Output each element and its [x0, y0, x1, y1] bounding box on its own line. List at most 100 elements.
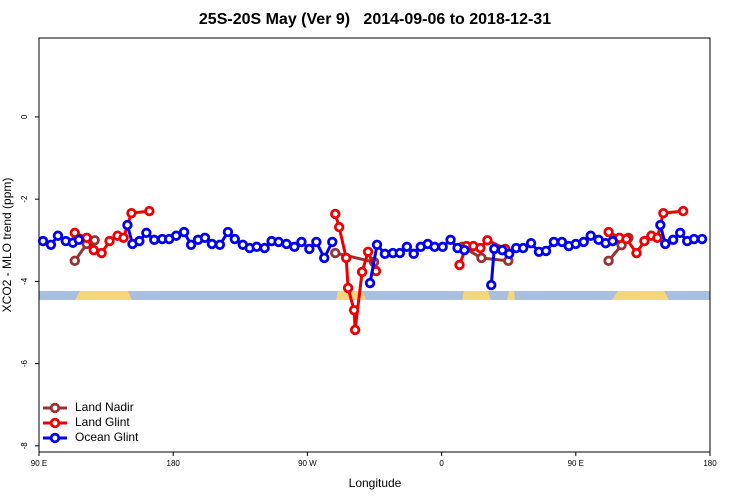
point: [677, 205, 689, 217]
point: [333, 221, 345, 233]
point: [639, 235, 650, 247]
point: [503, 248, 515, 260]
point: [655, 219, 666, 231]
point: [696, 233, 708, 245]
point: [652, 232, 663, 244]
point: [394, 247, 406, 259]
x-tick-label: 180: [167, 459, 181, 468]
land-patch: [75, 291, 132, 300]
point: [88, 244, 99, 256]
point: [319, 252, 330, 264]
point: [104, 235, 115, 247]
point: [349, 324, 361, 336]
point: [259, 242, 270, 254]
y-tick-label: 0: [20, 114, 29, 119]
chart-title: 25S-20S May (Ver 9) 2014-09-06 to 2018-1…: [199, 11, 551, 28]
x-axis-label: Longitude: [349, 476, 402, 490]
point: [126, 207, 137, 219]
point: [69, 255, 80, 267]
point: [330, 208, 341, 220]
legend-label: Land Nadir: [75, 400, 134, 414]
point: [401, 241, 413, 253]
point: [517, 242, 529, 254]
point: [273, 236, 284, 248]
point: [429, 241, 440, 253]
point: [489, 243, 500, 255]
point: [222, 226, 234, 238]
point: [631, 247, 642, 259]
point: [603, 226, 614, 238]
point: [437, 241, 448, 253]
point: [304, 243, 315, 255]
y-tick-label: -8: [20, 442, 29, 450]
point: [660, 238, 671, 250]
point: [289, 241, 300, 253]
point: [658, 207, 669, 219]
point: [118, 232, 129, 244]
point: [340, 252, 352, 264]
point: [356, 266, 368, 278]
point: [621, 233, 632, 245]
point: [362, 246, 374, 257]
x-tick-label: 0: [439, 459, 444, 468]
y-tick-label: -6: [20, 360, 29, 368]
legend-marker: [49, 402, 61, 414]
ocean-strip: [39, 291, 710, 300]
point: [178, 226, 190, 238]
point: [525, 237, 537, 249]
x-tick-label: 180: [703, 459, 717, 468]
point: [311, 236, 322, 248]
point: [229, 233, 240, 245]
point: [199, 232, 211, 244]
point: [482, 235, 493, 246]
point: [459, 244, 470, 256]
point: [89, 235, 100, 246]
point: [674, 227, 686, 239]
point: [475, 242, 486, 254]
point: [73, 234, 85, 246]
point: [96, 247, 107, 259]
point: [45, 239, 57, 250]
legend-marker: [49, 417, 61, 429]
point: [603, 255, 614, 267]
point: [348, 304, 360, 316]
point: [52, 230, 64, 241]
y-tick-label: -2: [20, 195, 29, 203]
point: [37, 235, 49, 247]
point: [570, 238, 581, 250]
x-tick-label: 90 E: [31, 459, 47, 468]
point: [251, 241, 262, 253]
legend-marker: [49, 432, 61, 444]
point: [327, 236, 338, 248]
point: [330, 247, 341, 259]
point: [364, 277, 376, 289]
point: [540, 245, 552, 257]
land-patch: [462, 291, 491, 300]
point: [408, 248, 419, 260]
point: [170, 230, 182, 241]
point: [214, 239, 226, 250]
point: [144, 205, 155, 217]
point: [667, 234, 679, 246]
point: [185, 239, 197, 250]
point: [379, 248, 391, 260]
point: [281, 238, 292, 250]
x-tick-label: 90 E: [568, 459, 584, 468]
plot-frame: [38, 37, 711, 453]
land-patch: [507, 291, 515, 300]
point: [141, 227, 152, 239]
point: [206, 238, 218, 250]
point: [81, 232, 92, 244]
point: [486, 279, 497, 291]
legend-label: Land Glint: [75, 415, 130, 429]
point: [371, 239, 383, 250]
land-band: [39, 291, 710, 300]
point: [688, 233, 700, 245]
land-patch: [612, 291, 669, 300]
legend-label: Ocean Glint: [75, 430, 139, 444]
point: [578, 236, 589, 248]
x-tick-label: 90 W: [298, 459, 317, 468]
point: [454, 259, 465, 271]
point: [134, 235, 145, 247]
